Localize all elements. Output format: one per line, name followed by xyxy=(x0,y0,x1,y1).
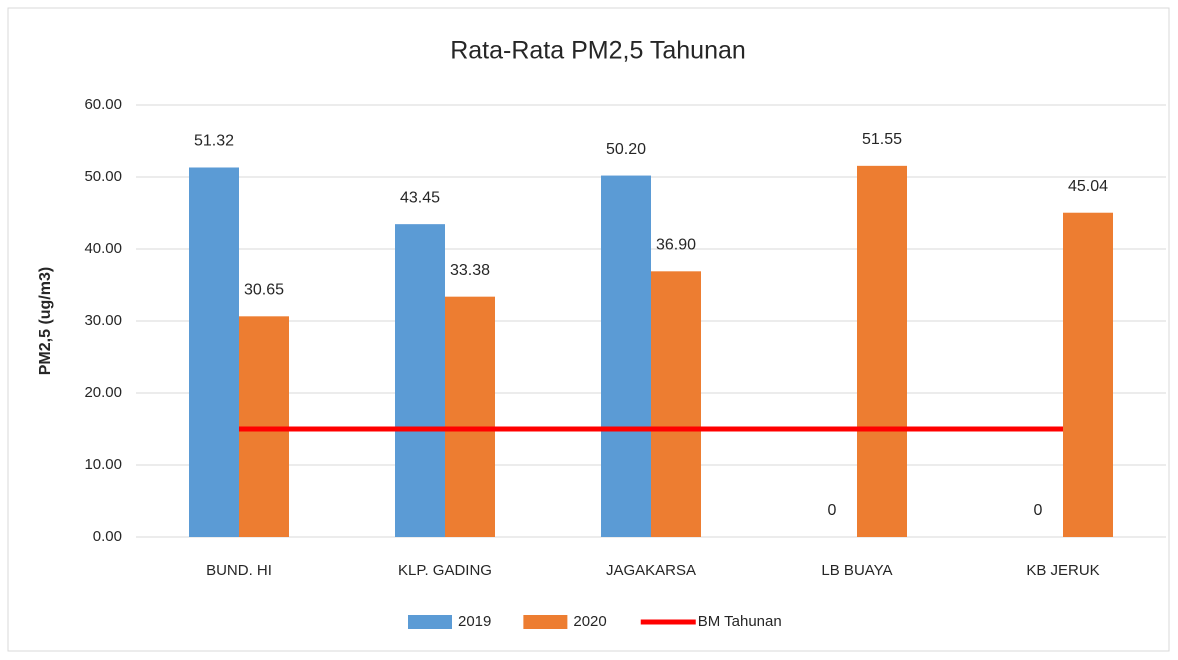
y-tick-label: 40.00 xyxy=(84,240,122,257)
data-label: 45.04 xyxy=(1068,178,1108,195)
bar xyxy=(445,296,495,537)
legend-swatch xyxy=(523,615,568,629)
legend-label: 2019 xyxy=(458,613,491,630)
bar xyxy=(857,165,907,537)
y-axis-label: PM2,5 (ug/m3) xyxy=(37,267,54,375)
data-label: 50.20 xyxy=(606,141,646,158)
legend-swatch xyxy=(408,615,452,629)
legend-label: BM Tahunan xyxy=(698,613,782,630)
data-label: 0 xyxy=(828,502,837,519)
x-tick-label: LB BUAYA xyxy=(821,562,892,579)
data-label: 36.90 xyxy=(656,237,696,254)
y-tick-label: 20.00 xyxy=(84,384,122,401)
bar xyxy=(395,224,445,537)
y-tick-label: 0.00 xyxy=(93,528,122,545)
x-tick-label: BUND. HI xyxy=(206,562,272,579)
chart-frame xyxy=(7,7,1170,652)
data-label: 0 xyxy=(1034,502,1043,519)
data-label: 51.55 xyxy=(862,131,902,148)
y-tick-label: 30.00 xyxy=(84,312,122,329)
y-tick-label: 50.00 xyxy=(84,168,122,185)
x-tick-label: KLP. GADING xyxy=(398,562,492,579)
bar xyxy=(189,167,239,537)
bar xyxy=(651,271,701,537)
data-label: 51.32 xyxy=(194,133,234,150)
y-tick-label: 10.00 xyxy=(84,456,122,473)
x-tick-label: KB JERUK xyxy=(1026,562,1099,579)
data-label: 43.45 xyxy=(400,189,440,206)
legend-label: 2020 xyxy=(573,613,606,630)
data-label: 30.65 xyxy=(244,282,284,299)
y-tick-label: 60.00 xyxy=(84,96,122,113)
bar xyxy=(1063,212,1113,537)
chart-title: Rata-Rata PM2,5 Tahunan xyxy=(450,37,746,65)
x-tick-label: JAGAKARSA xyxy=(606,562,696,579)
bar xyxy=(601,175,651,537)
data-label: 33.38 xyxy=(450,262,490,279)
